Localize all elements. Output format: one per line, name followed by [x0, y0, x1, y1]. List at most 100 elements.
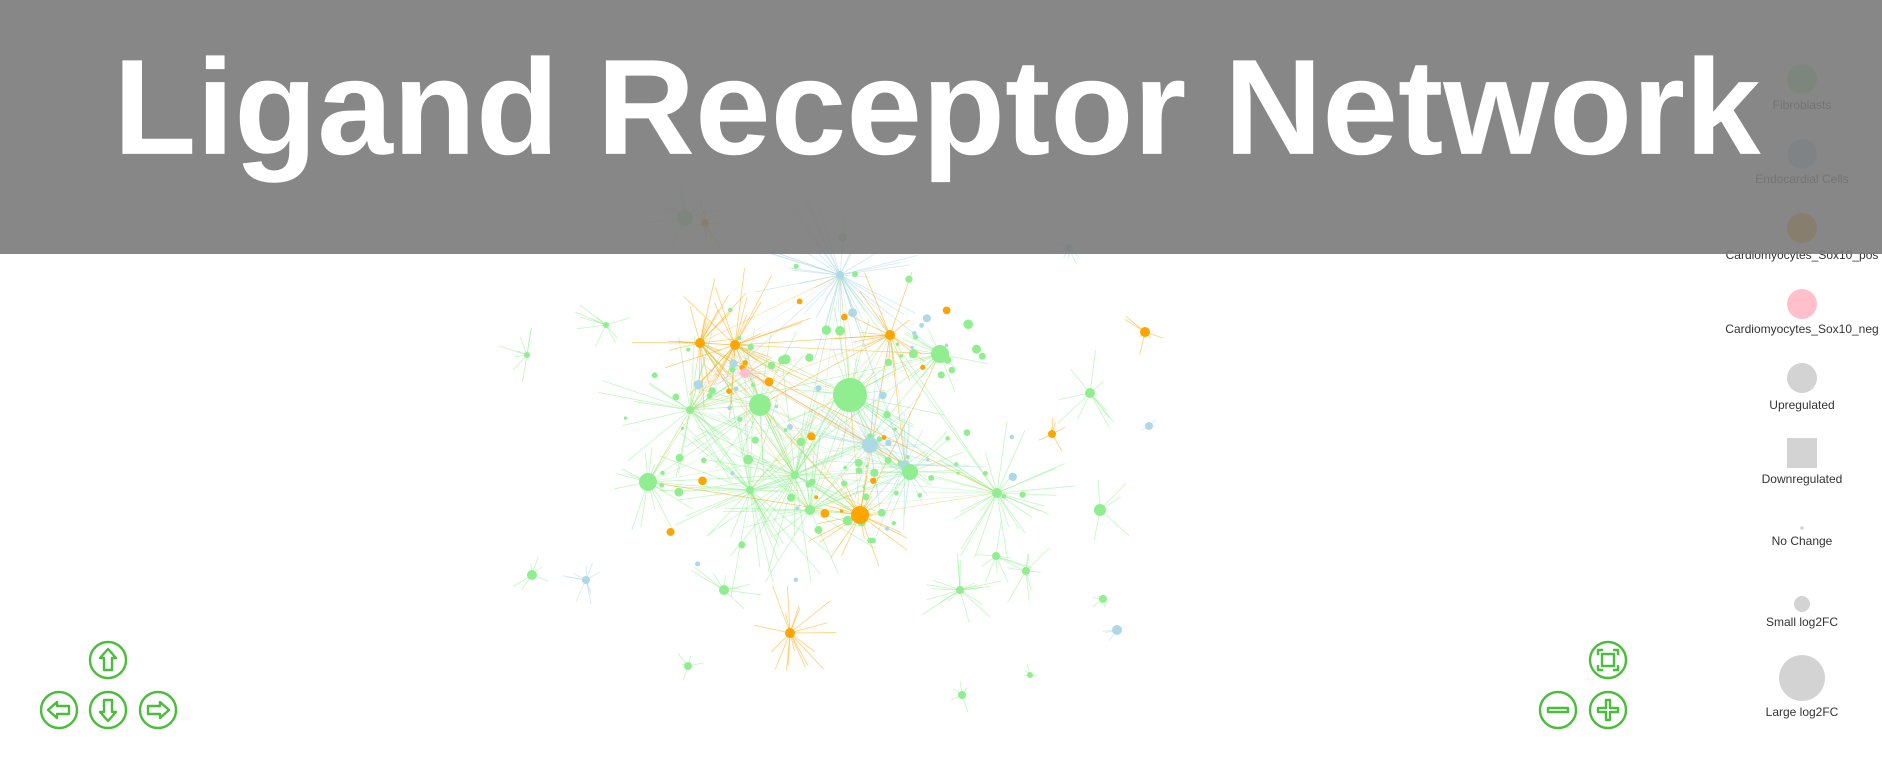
node [876, 436, 883, 443]
edge [909, 471, 998, 494]
edge [794, 474, 812, 583]
edge [959, 580, 1002, 591]
node [1027, 672, 1033, 678]
edge [809, 434, 821, 511]
node [891, 521, 896, 526]
edge [786, 585, 791, 634]
edge [730, 344, 736, 405]
edge [794, 413, 815, 476]
fit-button[interactable] [1588, 640, 1628, 680]
edge [814, 274, 841, 289]
node [708, 387, 716, 395]
legend-symbol [1779, 655, 1825, 701]
edge [680, 421, 751, 491]
edge [849, 394, 998, 494]
node [807, 432, 816, 441]
node [785, 628, 795, 638]
edge [839, 274, 866, 313]
zoom-in-button[interactable] [1588, 690, 1628, 730]
node [796, 437, 805, 447]
edge [839, 274, 851, 396]
edge [789, 632, 824, 670]
node [737, 416, 743, 422]
node [821, 325, 832, 335]
edge [734, 344, 861, 516]
edge [985, 452, 998, 494]
node [982, 470, 988, 476]
edge [782, 368, 796, 476]
edge [849, 394, 998, 494]
node [815, 385, 822, 392]
edge [864, 272, 891, 336]
edge [809, 471, 911, 511]
edge [498, 345, 528, 356]
edge [744, 414, 751, 491]
node [905, 455, 910, 459]
edge [761, 455, 811, 511]
zoom-out-button[interactable] [1538, 690, 1578, 730]
edge [718, 411, 796, 476]
edge [734, 344, 941, 355]
legend-symbol [1787, 438, 1817, 468]
edge [995, 555, 1009, 583]
edge [960, 492, 998, 556]
edge [699, 342, 705, 410]
edge [734, 317, 811, 346]
node [972, 344, 982, 354]
node [747, 343, 754, 351]
edge [863, 464, 906, 511]
edge [734, 334, 891, 346]
node [919, 322, 925, 328]
edge [699, 342, 796, 476]
edge [744, 372, 751, 491]
pan-down-button[interactable] [88, 690, 128, 730]
edge [996, 492, 1020, 530]
pan-up-button[interactable] [88, 640, 128, 680]
edge [749, 464, 906, 491]
edge [859, 353, 941, 516]
pan-left-button[interactable] [39, 690, 79, 730]
edge [839, 274, 916, 314]
edge [522, 354, 528, 383]
edge [689, 342, 701, 411]
edge [647, 481, 751, 491]
node [774, 404, 779, 409]
pan-right-button[interactable] [138, 690, 178, 730]
edge [698, 404, 761, 455]
edge [809, 444, 871, 511]
edge [743, 509, 811, 529]
node [884, 526, 890, 531]
edge [734, 274, 841, 346]
edge [699, 342, 761, 406]
edge [889, 334, 911, 473]
edge [960, 492, 998, 550]
edge [689, 409, 732, 483]
edge [769, 436, 796, 476]
node [963, 429, 971, 436]
edge [926, 589, 961, 601]
node [666, 527, 675, 536]
node [805, 505, 815, 515]
node [727, 307, 733, 313]
edge [959, 589, 991, 618]
node [908, 349, 918, 359]
edge [744, 372, 851, 396]
node [743, 454, 754, 465]
edge [1070, 368, 1091, 394]
edge [699, 342, 796, 476]
edge [759, 404, 796, 476]
node [870, 477, 877, 484]
node [796, 298, 803, 305]
edge [1099, 509, 1130, 536]
node [727, 405, 732, 411]
edge [809, 464, 906, 511]
edge [839, 274, 998, 494]
node [786, 423, 793, 430]
edge [723, 589, 762, 596]
edge [764, 251, 841, 276]
node [958, 691, 966, 699]
edge [689, 332, 713, 411]
edge [809, 334, 891, 511]
legend-label: Large log2FC [1766, 705, 1839, 719]
